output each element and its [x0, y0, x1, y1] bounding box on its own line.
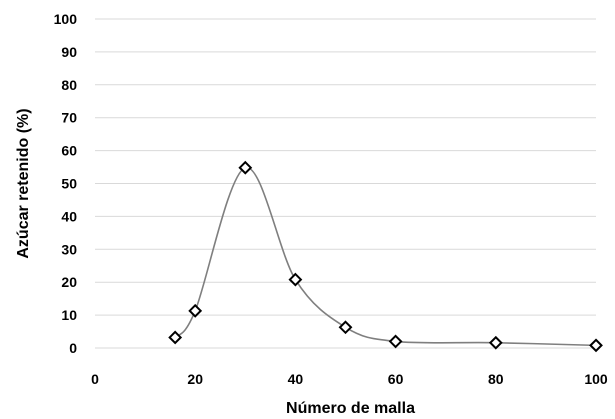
x-axis-ticks: 0 20 40 60 80 100 [91, 371, 608, 387]
data-point-marker [188, 303, 203, 318]
x-tick-label: 20 [187, 371, 203, 387]
data-point-marker [589, 338, 603, 353]
data-point-marker [388, 334, 403, 349]
x-tick-label: 100 [584, 371, 608, 387]
x-tick-label: 0 [91, 371, 99, 387]
y-tick-label: 10 [61, 307, 77, 323]
y-tick-label: 100 [54, 11, 78, 27]
x-tick-label: 40 [288, 371, 304, 387]
y-tick-label: 0 [69, 340, 77, 356]
y-tick-label: 30 [61, 241, 77, 257]
x-tick-label: 60 [388, 371, 404, 387]
data-point-marker [168, 330, 183, 345]
data-point-marker [238, 160, 253, 175]
y-tick-label: 40 [61, 208, 77, 224]
y-tick-label: 20 [61, 274, 77, 290]
x-tick-label: 80 [488, 371, 504, 387]
y-tick-label: 60 [61, 143, 77, 159]
y-tick-label: 70 [61, 110, 77, 126]
data-point-marker [288, 272, 303, 287]
gridlines [95, 18, 596, 349]
series-markers [168, 160, 603, 353]
y-axis-title: Azúcar retenido (%) [15, 108, 32, 258]
y-tick-label: 50 [61, 176, 77, 192]
series-line [174, 166, 597, 347]
x-axis-title: Número de malla [286, 400, 415, 417]
y-tick-label: 80 [61, 77, 77, 93]
y-tick-label: 90 [61, 44, 77, 60]
data-point-marker [338, 320, 353, 335]
y-axis-ticks: 0 10 20 30 40 50 60 70 80 90 100 [54, 11, 78, 356]
data-point-marker [488, 335, 503, 350]
